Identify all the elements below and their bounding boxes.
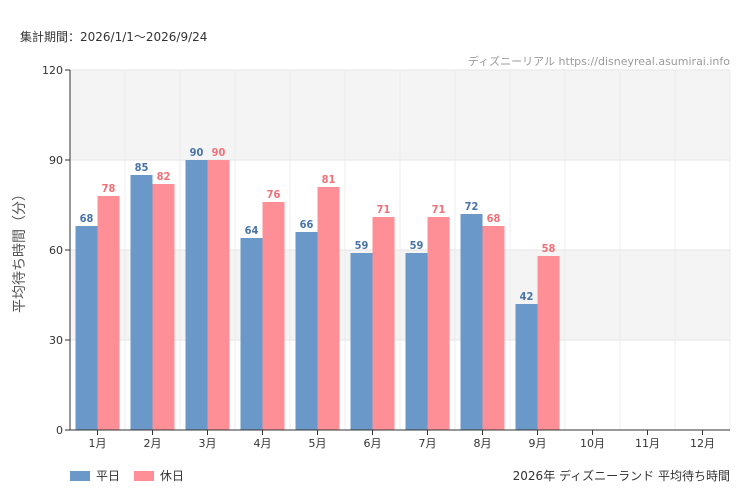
period-text: 集計期間：2026/1/1〜2026/9/24 — [20, 30, 208, 44]
x-tick-label: 4月 — [254, 437, 272, 450]
data-label: 90 — [212, 146, 226, 159]
x-tick-label: 9月 — [529, 437, 547, 450]
bar-holiday — [372, 217, 395, 430]
bar-holiday — [152, 184, 175, 430]
x-tick-label: 5月 — [309, 437, 327, 450]
data-label: 81 — [322, 173, 336, 186]
data-label: 90 — [190, 146, 204, 159]
bar-weekday — [240, 238, 263, 430]
y-tick-label: 0 — [56, 424, 63, 437]
legend-swatch-holiday — [134, 470, 155, 481]
legend: 平日 休日 — [70, 467, 198, 484]
legend-swatch-weekday — [70, 470, 90, 481]
bar-weekday — [460, 214, 483, 430]
bar-holiday — [427, 217, 450, 430]
legend-item-weekday[interactable]: 平日 — [70, 467, 120, 484]
data-label: 82 — [157, 170, 171, 183]
data-label: 72 — [465, 200, 479, 213]
data-label: 68 — [487, 212, 501, 225]
x-tick-label: 7月 — [419, 437, 437, 450]
bar-holiday — [97, 196, 120, 430]
site-credit: ディズニーリアル https://disneyreal.asumirai.inf… — [467, 55, 730, 68]
data-label: 76 — [267, 188, 281, 201]
data-label: 66 — [300, 218, 314, 231]
data-label: 59 — [355, 239, 369, 252]
data-label: 58 — [542, 242, 556, 255]
bar-weekday — [130, 175, 153, 430]
y-tick-label: 120 — [42, 64, 63, 77]
x-tick-label: 10月 — [580, 437, 605, 450]
data-label: 42 — [520, 290, 534, 303]
bar-holiday — [262, 202, 285, 430]
data-label: 68 — [80, 212, 94, 225]
y-tick-label: 60 — [49, 244, 63, 257]
bar-weekday — [350, 253, 373, 430]
bar-weekday — [185, 160, 208, 430]
bar-weekday — [295, 232, 318, 430]
bar-holiday — [537, 256, 560, 430]
data-label: 59 — [410, 239, 424, 252]
legend-label-holiday: 休日 — [160, 469, 185, 483]
x-tick-label: 2月 — [144, 437, 162, 450]
x-tick-label: 3月 — [199, 437, 217, 450]
legend-item-holiday[interactable]: 休日 — [134, 467, 184, 484]
y-tick-label: 90 — [49, 154, 63, 167]
bar-holiday — [317, 187, 340, 430]
data-label: 71 — [377, 203, 391, 216]
bar-holiday — [482, 226, 505, 430]
chart-caption: 2026年 ディズニーランド 平均待ち時間 — [512, 469, 730, 483]
data-label: 71 — [432, 203, 446, 216]
data-label: 78 — [102, 182, 116, 195]
data-label: 85 — [135, 161, 149, 174]
x-tick-label: 11月 — [635, 437, 660, 450]
bar-weekday — [405, 253, 428, 430]
legend-label-weekday: 平日 — [96, 469, 121, 483]
bar-holiday — [207, 160, 230, 430]
y-tick-label: 30 — [49, 334, 63, 347]
bar-weekday — [515, 304, 538, 430]
x-tick-label: 1月 — [89, 437, 107, 450]
bar-weekday — [75, 226, 98, 430]
data-label: 64 — [245, 224, 259, 237]
x-tick-label: 6月 — [364, 437, 382, 450]
x-tick-label: 12月 — [690, 437, 715, 450]
x-tick-label: 8月 — [474, 437, 492, 450]
